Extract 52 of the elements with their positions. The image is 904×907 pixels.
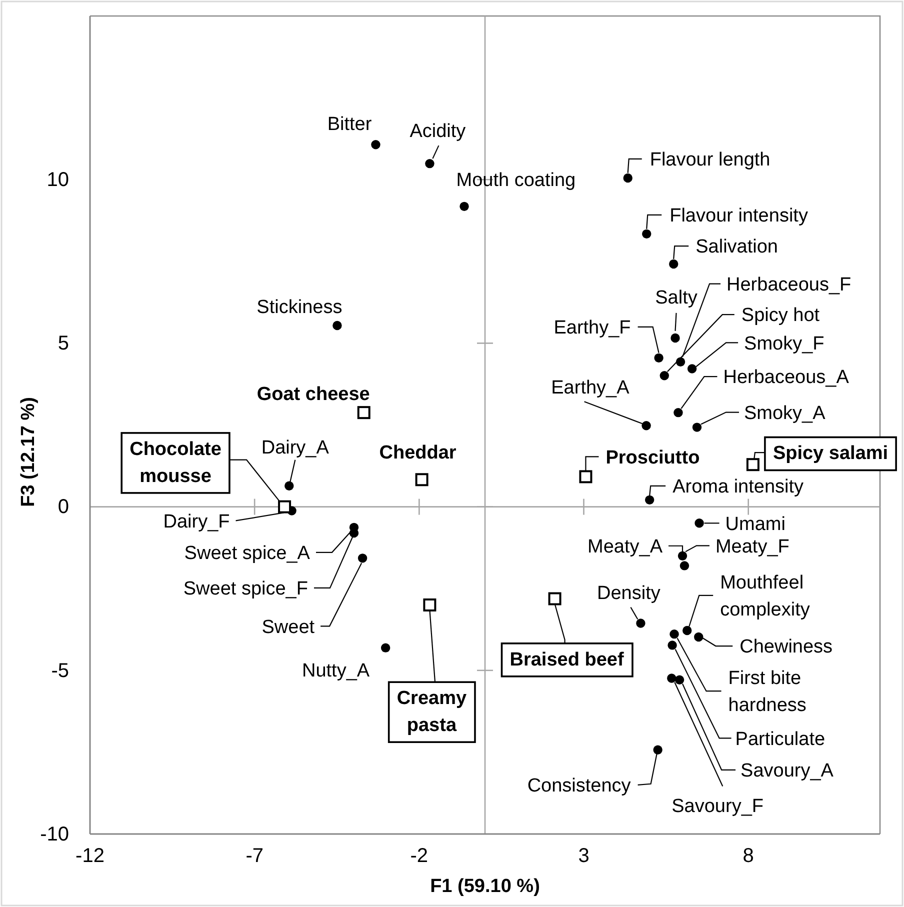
annotation: Flavour intensity	[670, 206, 808, 227]
annotation: Mouthfeel complexity	[720, 572, 810, 621]
annotation: First bite hardness	[728, 668, 806, 716]
annotation: Umami	[725, 514, 786, 535]
y-tick-label: 5	[58, 332, 69, 355]
annotation: Nutty_A	[302, 660, 370, 682]
annotation: Dairy_F	[163, 511, 230, 532]
annotation: Creamy pasta	[396, 688, 467, 736]
annotation: Consistency	[527, 776, 632, 797]
annotation: Braised beef	[510, 649, 624, 670]
annotation: Smoky_F	[744, 333, 824, 354]
annotation: Sweet spice_A	[184, 543, 310, 564]
annotation: Earthy_A	[551, 377, 630, 398]
annotation: Dairy_A	[261, 438, 330, 459]
x-tick-label: 8	[742, 845, 754, 868]
x-tick-label: 3	[578, 845, 590, 868]
annotation: Sweet	[262, 616, 316, 638]
annotation: Spicy salami	[772, 443, 888, 464]
x-tick-label: -12	[76, 845, 104, 868]
annotation: Aroma intensity	[672, 476, 804, 498]
annotation: Goat cheese	[256, 384, 370, 406]
y-tick-label: -10	[40, 823, 69, 846]
annotation: Cheddar	[379, 442, 457, 464]
annotation: Salivation	[696, 236, 778, 258]
annotation: Sweet spice_F	[183, 578, 308, 600]
annotation: Herbaceous_A	[723, 367, 850, 388]
x-tick-label: -7	[246, 845, 264, 868]
y-tick-label: 10	[46, 169, 69, 191]
annotation: Chewiness	[740, 636, 833, 658]
annotation: Savoury_A	[740, 760, 834, 782]
annotation: Density	[597, 582, 661, 604]
y-tick-label: -5	[51, 660, 69, 682]
annotation: Meaty_A	[588, 536, 663, 558]
annotation: Meaty_F	[715, 536, 790, 558]
annotation: Smoky_A	[744, 402, 826, 424]
annotation: Earthy_F	[554, 318, 631, 339]
annotation: Spicy hot	[741, 305, 820, 326]
annotation: Chocolate mousse	[130, 438, 222, 487]
annotation: Flavour length	[650, 150, 770, 171]
annotation: Acidity	[410, 121, 466, 142]
annotation: Salty	[655, 288, 698, 309]
annotation: Particulate	[735, 728, 826, 750]
annotation: Savoury_F	[672, 796, 764, 817]
annotation: Mouth coating	[456, 170, 576, 192]
annotation: Herbaceous_F	[726, 274, 852, 296]
y-axis-title: F3 (12.17 %)	[18, 397, 39, 507]
x-tick-label: -2	[410, 845, 428, 868]
annotation: Prosciutto	[606, 447, 700, 468]
y-tick-label: 0	[58, 496, 69, 518]
annotation: Bitter	[327, 114, 372, 136]
x-axis-title: F1 (59.10 %)	[430, 876, 540, 897]
annotation: Stickiness	[256, 297, 342, 318]
